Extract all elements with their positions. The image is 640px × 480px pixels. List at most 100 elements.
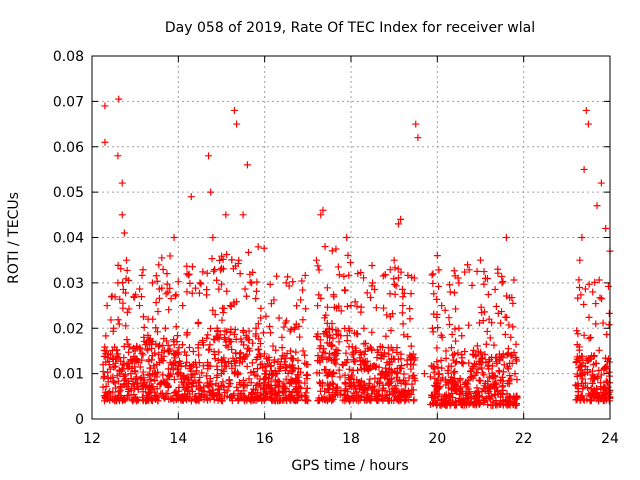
data-point — [99, 383, 107, 391]
data-point — [446, 281, 454, 289]
data-point — [222, 341, 230, 349]
data-point — [261, 379, 269, 387]
data-point — [293, 302, 301, 310]
data-point — [399, 302, 407, 310]
data-point — [128, 357, 136, 365]
data-point — [429, 279, 437, 287]
data-point — [585, 334, 593, 342]
data-point — [246, 278, 254, 286]
data-point — [100, 352, 108, 360]
data-point — [175, 387, 183, 395]
data-point — [114, 152, 122, 160]
data-point — [392, 282, 400, 290]
data-point — [299, 347, 307, 355]
data-point — [400, 370, 408, 378]
data-point — [408, 380, 416, 388]
data-point — [353, 388, 361, 396]
data-point — [447, 344, 455, 352]
data-point — [327, 342, 335, 350]
data-point — [312, 256, 320, 264]
data-point — [213, 324, 221, 332]
y-tick-label: 0.08 — [53, 49, 84, 65]
data-point — [430, 290, 438, 298]
data-point — [332, 245, 340, 253]
data-point — [294, 356, 302, 364]
data-point — [389, 355, 397, 363]
data-point — [585, 280, 593, 288]
data-point — [391, 280, 399, 288]
data-point — [447, 400, 455, 408]
data-point — [223, 287, 231, 295]
data-point — [203, 286, 211, 294]
data-point — [252, 324, 260, 332]
data-point — [431, 374, 439, 382]
data-point — [442, 397, 450, 405]
data-point — [330, 293, 338, 301]
data-point — [383, 368, 391, 376]
data-point — [494, 390, 502, 398]
data-point — [441, 306, 449, 314]
data-point — [474, 392, 482, 400]
data-point — [451, 325, 459, 333]
data-point — [158, 254, 166, 262]
data-point — [379, 392, 387, 400]
data-point — [394, 369, 402, 377]
data-point — [105, 361, 113, 369]
data-point — [111, 397, 119, 405]
data-point — [501, 330, 509, 338]
data-point — [223, 251, 231, 259]
data-point — [287, 376, 295, 384]
data-point — [231, 362, 239, 370]
data-point — [380, 353, 388, 361]
data-point — [399, 320, 407, 328]
data-point — [301, 351, 309, 359]
data-point — [452, 387, 460, 395]
data-point — [173, 332, 181, 340]
data-point — [148, 340, 156, 348]
y-tick-label: 0.02 — [53, 321, 84, 337]
data-point — [575, 276, 583, 284]
data-point — [295, 379, 303, 387]
data-point — [183, 270, 191, 278]
data-point — [332, 330, 340, 338]
data-point — [368, 328, 376, 336]
data-point — [302, 305, 310, 313]
data-point — [587, 375, 595, 383]
data-point — [229, 392, 237, 400]
data-point — [319, 354, 327, 362]
data-point — [259, 329, 267, 337]
data-point — [578, 371, 586, 379]
data-point — [329, 334, 337, 342]
data-point — [488, 362, 496, 370]
data-point — [497, 319, 505, 327]
data-point — [304, 361, 312, 369]
data-point — [323, 339, 331, 347]
data-point — [211, 355, 219, 363]
data-point — [266, 322, 274, 330]
data-point — [600, 365, 608, 373]
data-point — [595, 346, 603, 354]
data-point — [114, 350, 122, 358]
data-point — [390, 384, 398, 392]
data-point — [592, 320, 600, 328]
data-point — [403, 361, 411, 369]
data-point — [166, 347, 174, 355]
data-point — [335, 302, 343, 310]
data-point — [474, 365, 482, 373]
data-point — [248, 389, 256, 397]
data-point — [360, 324, 368, 332]
data-point — [279, 388, 287, 396]
data-point — [587, 385, 595, 393]
data-point — [195, 289, 203, 297]
data-point — [273, 272, 281, 280]
data-point — [345, 271, 353, 279]
data-point — [264, 360, 272, 368]
data-point — [260, 350, 268, 358]
data-point — [102, 382, 110, 390]
data-point — [256, 361, 264, 369]
data-point — [457, 388, 465, 396]
data-point — [363, 397, 371, 405]
data-point — [334, 383, 342, 391]
data-point — [189, 361, 197, 369]
data-point — [254, 320, 262, 328]
